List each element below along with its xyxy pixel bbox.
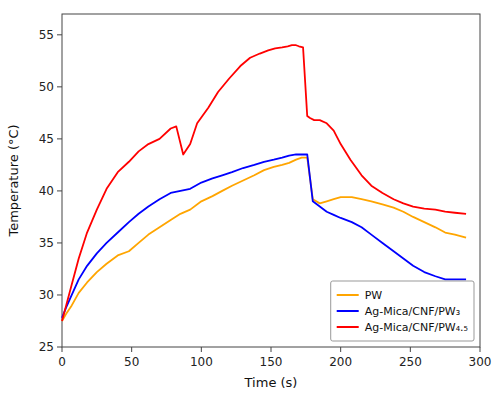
y-tick-label: 35 [39, 236, 54, 250]
x-tick [201, 347, 202, 352]
series-line [62, 45, 466, 321]
y-tick-label: 50 [39, 80, 54, 94]
x-tick [131, 347, 132, 352]
legend-swatch [337, 294, 359, 296]
x-tick [62, 347, 63, 352]
chart: 0 50 100 150 200 250 300 25 30 35 40 45 50 55 Time (s)… [0, 0, 496, 399]
x-tick [480, 347, 481, 352]
x-tick-label: 250 [399, 355, 422, 369]
legend: PW Ag-Mica/CNF/PW₃ Ag-Mica/CNF/PW₄.₅ [331, 281, 474, 341]
y-axis-label: Temperature (°C) [6, 124, 21, 237]
x-tick-label: 0 [58, 355, 66, 369]
legend-box [331, 281, 474, 341]
y-tick [57, 86, 62, 87]
x-tick-label: 200 [329, 355, 352, 369]
x-tick [340, 347, 341, 352]
y-tick-label: 55 [39, 28, 54, 42]
legend-swatch [337, 326, 359, 328]
y-tick-label: 45 [39, 132, 54, 146]
y-tick [57, 34, 62, 35]
y-tick [57, 242, 62, 243]
legend-swatch [337, 310, 359, 312]
legend-label: PW [365, 289, 383, 302]
x-tick [410, 347, 411, 352]
x-tick-label: 150 [260, 355, 283, 369]
y-tick-label: 25 [39, 340, 54, 354]
y-tick [57, 138, 62, 139]
y-tick-label: 30 [39, 288, 54, 302]
y-tick [57, 294, 62, 295]
y-tick-label: 40 [39, 184, 54, 198]
x-tick-label: 300 [469, 355, 492, 369]
plot-frame [62, 14, 480, 347]
x-tick-label: 50 [124, 355, 139, 369]
x-tick-label: 100 [190, 355, 213, 369]
legend-label: Ag-Mica/CNF/PW₃ [365, 305, 460, 318]
y-tick [57, 190, 62, 191]
x-tick [271, 347, 272, 352]
x-axis-label: Time (s) [244, 375, 298, 390]
legend-label: Ag-Mica/CNF/PW₄.₅ [365, 321, 468, 334]
y-tick [57, 347, 62, 348]
